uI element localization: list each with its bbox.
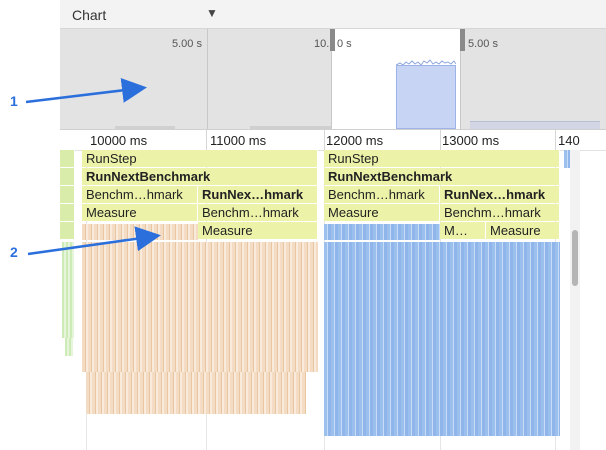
ruler-gridline (206, 130, 207, 150)
overview-left-handle[interactable] (330, 29, 335, 51)
ruler-gridline (440, 130, 441, 150)
overview-gridline (331, 29, 332, 129)
overview-tick-label: 10. (314, 38, 330, 50)
overview-tick-label: 0 s (337, 38, 352, 50)
flame-frame-benchmark[interactable]: Benchm…hmark (82, 186, 198, 203)
flame-scrollbar-track[interactable] (570, 150, 580, 450)
flame-blue-activity (324, 242, 560, 436)
chart-select-label[interactable]: Chart (72, 7, 107, 23)
flame-orange-activity (86, 372, 306, 414)
overview-activity-trace (470, 121, 600, 129)
flame-frame-measure[interactable]: Measure (198, 222, 318, 239)
timeline-overview[interactable]: 5.00 s 10. 0 s 5.00 s (60, 29, 606, 129)
flame-frame-benchmark[interactable]: Benchm…hmark (440, 204, 560, 221)
flame-frame-runnextbenchmark[interactable]: RunNextBenchmark (82, 168, 318, 185)
flame-frame-measure[interactable]: Measure (324, 204, 440, 221)
flame-frame-measure[interactable]: Measure (486, 222, 560, 239)
flame-frame-strip[interactable] (60, 222, 75, 239)
flame-green-activity (65, 338, 73, 356)
flame-frame-strip[interactable] (60, 204, 75, 221)
chevron-down-icon[interactable]: ▼ (206, 6, 218, 20)
overview-tick-label: 5.00 s (172, 38, 202, 50)
flame-frame-measure[interactable]: Measure (82, 204, 198, 221)
ruler-tick-label: 11000 ms (210, 133, 267, 148)
flame-frame-measure-short[interactable]: M… (440, 222, 486, 239)
overview-gridline (207, 29, 208, 129)
flame-frame-benchmark[interactable]: Benchm…hmark (324, 186, 440, 203)
overview-activity-trace (250, 126, 390, 129)
flame-frame-strip[interactable] (60, 168, 75, 185)
overview-gridline (460, 29, 461, 129)
flame-frame-strip[interactable] (60, 186, 75, 203)
ruler-gridline (324, 130, 325, 150)
cpu-activity-peak (396, 59, 456, 66)
ruler-tick-label: 13000 ms (442, 133, 500, 148)
callout-label-1: 1 (10, 93, 18, 109)
flame-frame-runnextbenchmark[interactable]: RunNex…hmark (440, 186, 560, 203)
cpu-activity-block (396, 65, 456, 129)
flame-orange-activity (82, 224, 198, 240)
ruler-gridline (555, 130, 556, 150)
flame-scrollbar-thumb[interactable] (572, 230, 578, 286)
flame-frame-strip[interactable] (60, 150, 75, 167)
flame-blue-activity (324, 224, 440, 240)
flame-frame-runstep[interactable]: RunStep (324, 150, 560, 167)
overview-activity-trace (115, 126, 175, 129)
flame-chart[interactable]: RunStep RunNextBenchmark Benchm…hmark Ru… (60, 150, 606, 450)
flame-green-activity (62, 242, 74, 338)
overview-tick-label: 5.00 s (468, 38, 498, 50)
flame-frame-benchmark[interactable]: Benchm…hmark (198, 204, 318, 221)
flame-frame-runnextbenchmark[interactable]: RunNextBenchmark (324, 168, 560, 185)
flame-blue-activity (564, 150, 572, 168)
flame-orange-activity (82, 242, 318, 372)
flame-frame-runnextbenchmark[interactable]: RunNex…hmark (198, 186, 318, 203)
ruler-tick-label: 10000 ms (90, 133, 148, 148)
flame-frame-runstep[interactable]: RunStep (82, 150, 318, 167)
toolbar: Chart ▼ (60, 0, 606, 29)
overview-right-handle[interactable] (460, 29, 465, 51)
time-ruler: 10000 ms 11000 ms 12000 ms 13000 ms 140 (60, 129, 606, 151)
ruler-tick-label: 140 (558, 133, 580, 148)
callout-label-2: 2 (10, 244, 18, 260)
ruler-tick-label: 12000 ms (326, 133, 384, 148)
